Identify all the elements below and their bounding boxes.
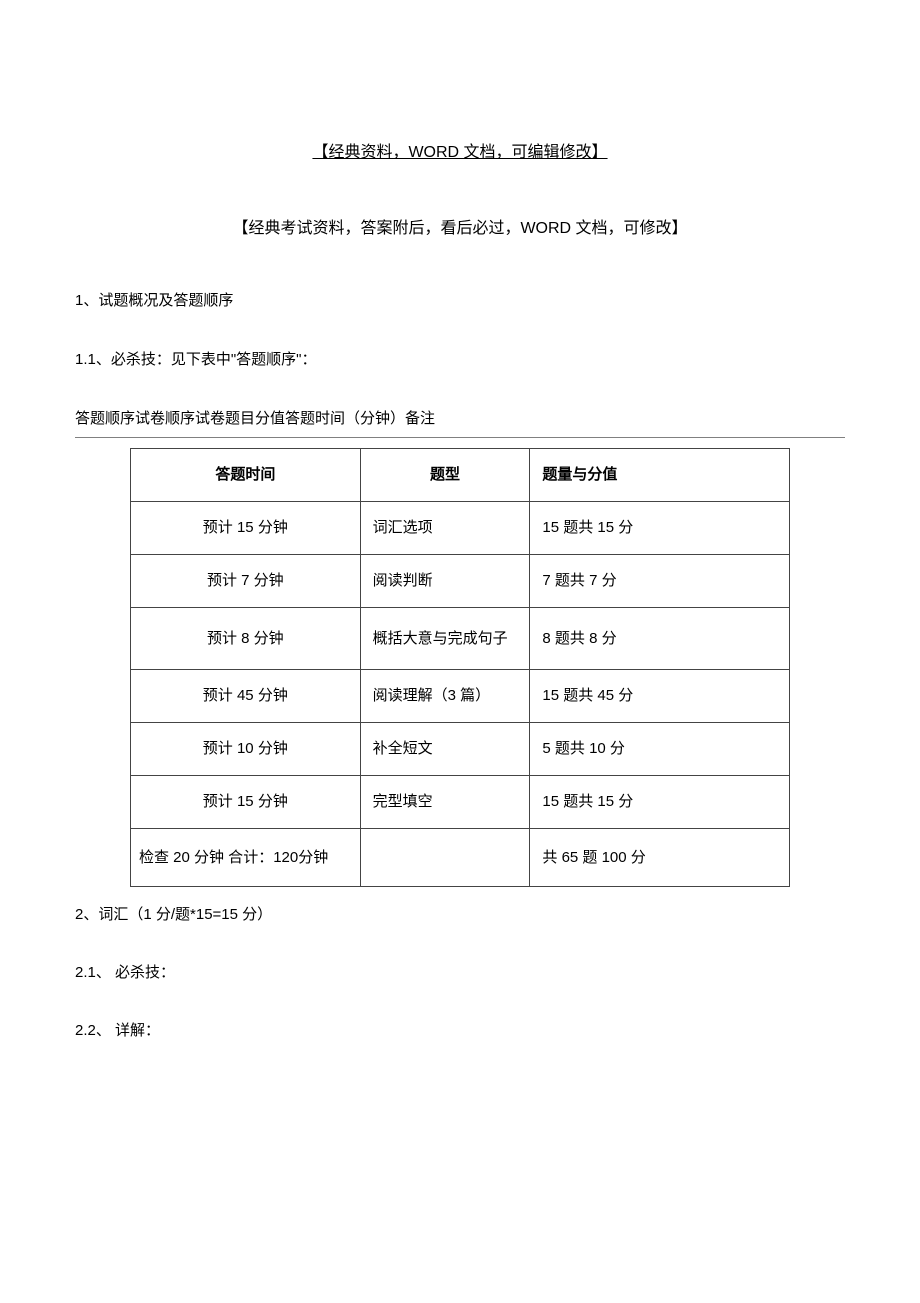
cell-amount: 7 题共 7 分	[530, 555, 790, 608]
cell-amount: 15 题共 15 分	[530, 776, 790, 829]
cell-time: 预计 15 分钟	[131, 502, 361, 555]
table-row: 预计 15 分钟 完型填空 15 题共 15 分	[131, 776, 790, 829]
table-row: 预计 7 分钟 阅读判断 7 题共 7 分	[131, 555, 790, 608]
cell-type: 阅读理解（3 篇）	[360, 670, 530, 723]
cell-type: 完型填空	[360, 776, 530, 829]
title-line-1: 【经典资料，WORD 文档，可编辑修改】	[75, 140, 845, 166]
cell-type: 词汇选项	[360, 502, 530, 555]
cell-time: 预计 8 分钟	[131, 608, 361, 670]
cell-amount: 15 题共 45 分	[530, 670, 790, 723]
cell-time: 预计 15 分钟	[131, 776, 361, 829]
header-time: 答题时间	[131, 449, 361, 502]
cell-time: 预计 45 分钟	[131, 670, 361, 723]
answer-order-table: 答题时间 题型 题量与分值 预计 15 分钟 词汇选项 15 题共 15 分 预…	[130, 448, 790, 887]
cell-amount: 8 题共 8 分	[530, 608, 790, 670]
header-type: 题型	[360, 449, 530, 502]
table-intro-text: 答题顺序试卷顺序试卷题目分值答题时间（分钟）备注	[75, 407, 845, 438]
cell-amount-total: 共 65 题 100 分	[530, 829, 790, 887]
cell-type: 补全短文	[360, 723, 530, 776]
section-2-1-heading: 2.1、 必杀技：	[75, 961, 845, 985]
header-amount: 题量与分值	[530, 449, 790, 502]
section-1-heading: 1、试题概况及答题顺序	[75, 289, 845, 313]
cell-type-empty	[360, 829, 530, 887]
table-header-row: 答题时间 题型 题量与分值	[131, 449, 790, 502]
cell-type: 阅读判断	[360, 555, 530, 608]
cell-time: 预计 10 分钟	[131, 723, 361, 776]
section-2-heading: 2、词汇（1 分/题*15=15 分）	[75, 903, 845, 927]
section-1-1-heading: 1.1、必杀技：见下表中"答题顺序"：	[75, 348, 845, 372]
title-line-2: 【经典考试资料，答案附后，看后必过，WORD 文档，可修改】	[75, 216, 845, 242]
table-row: 预计 45 分钟 阅读理解（3 篇） 15 题共 45 分	[131, 670, 790, 723]
table-row: 预计 8 分钟 概括大意与完成句子 8 题共 8 分	[131, 608, 790, 670]
cell-time: 预计 7 分钟	[131, 555, 361, 608]
table-row-total: 检查 20 分钟 合计：120分钟 共 65 题 100 分	[131, 829, 790, 887]
table-row: 预计 10 分钟 补全短文 5 题共 10 分	[131, 723, 790, 776]
section-2-2-heading: 2.2、 详解：	[75, 1019, 845, 1043]
cell-amount: 5 题共 10 分	[530, 723, 790, 776]
cell-amount: 15 题共 15 分	[530, 502, 790, 555]
cell-time-total: 检查 20 分钟 合计：120分钟	[131, 829, 361, 887]
cell-type: 概括大意与完成句子	[360, 608, 530, 670]
table-row: 预计 15 分钟 词汇选项 15 题共 15 分	[131, 502, 790, 555]
